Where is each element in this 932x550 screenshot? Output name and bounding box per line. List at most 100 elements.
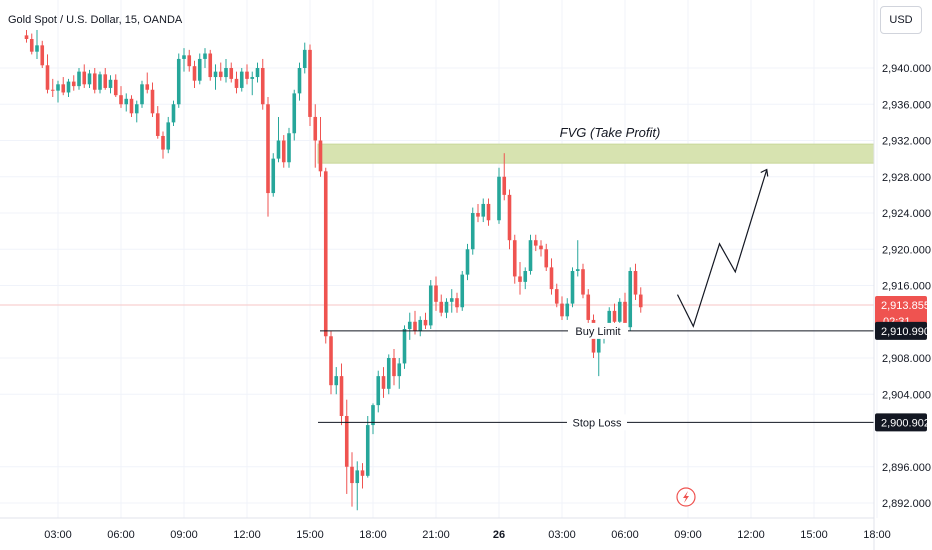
- candle-body: [486, 203, 491, 221]
- price-tick-label: 2,904.000: [882, 389, 931, 401]
- candle: [575, 240, 580, 277]
- candle: [255, 62, 260, 83]
- candle-body: [56, 84, 60, 91]
- candle: [77, 68, 81, 90]
- candle: [428, 280, 433, 329]
- candle-body: [565, 303, 570, 317]
- candle-body: [350, 466, 354, 484]
- candles: [24, 29, 643, 511]
- candle: [392, 348, 396, 386]
- price-axis[interactable]: 2,940.000 2,936.000 2,932.000 2,928.000 2,92…: [882, 63, 931, 510]
- candle-body: [518, 276, 522, 282]
- time-tick-label: 15:00: [800, 529, 828, 541]
- candle-body: [171, 104, 176, 123]
- candle: [350, 452, 354, 507]
- candle-body: [134, 104, 139, 114]
- candle: [239, 68, 244, 92]
- candle-body: [344, 416, 349, 467]
- current-price-value: 2,913.855: [881, 300, 930, 312]
- candle: [612, 303, 617, 326]
- candle-body: [628, 271, 633, 328]
- candle: [549, 258, 554, 295]
- candle: [339, 363, 344, 426]
- candle: [87, 69, 92, 88]
- candle-body: [276, 140, 281, 159]
- candle: [497, 167, 501, 224]
- buy-limit-label-bg: [568, 322, 628, 339]
- lightning-icon[interactable]: [676, 487, 696, 507]
- candle-body: [208, 53, 213, 78]
- time-tick-label: 12:00: [233, 529, 261, 541]
- candle-body: [239, 71, 244, 88]
- candle-body: [528, 240, 533, 271]
- stop-loss-label-bg: [567, 414, 627, 431]
- price-tick-label: 2,896.000: [882, 462, 931, 474]
- candle-body: [308, 49, 312, 117]
- candle: [82, 64, 87, 88]
- candle: [213, 64, 218, 90]
- candle-body: [449, 298, 454, 302]
- candle-body: [287, 133, 291, 163]
- candle: [187, 49, 192, 72]
- candle-body: [439, 301, 444, 313]
- candle: [460, 271, 465, 311]
- candle: [313, 104, 318, 168]
- candle-body: [150, 89, 155, 114]
- candle: [45, 54, 50, 94]
- candle-body: [455, 298, 459, 308]
- candle: [302, 42, 307, 74]
- candle: [119, 86, 123, 108]
- candle: [50, 78, 55, 97]
- price-tick-label: 2,932.000: [882, 136, 931, 148]
- candle-body: [98, 74, 102, 90]
- candle-body: [355, 470, 360, 484]
- candle: [56, 80, 60, 103]
- candle-body: [77, 71, 81, 87]
- candle-body: [292, 93, 297, 134]
- chart-title: Gold Spot / U.S. Dollar, 15, OANDA: [8, 14, 183, 26]
- candle-body: [339, 376, 344, 416]
- candle: [71, 75, 76, 91]
- candle-body: [71, 81, 76, 87]
- candle: [418, 316, 423, 337]
- candle: [245, 64, 249, 85]
- price-tick-label: 2,940.000: [882, 63, 931, 75]
- candle-body: [554, 289, 559, 304]
- candle-body: [250, 77, 255, 79]
- candle-body: [470, 213, 475, 250]
- candle: [229, 62, 234, 83]
- candle-body: [633, 271, 638, 295]
- candle-body: [229, 68, 234, 79]
- candle: [203, 48, 207, 68]
- time-axis[interactable]: 03:00 06:00 09:00 12:00 15:00 18:00 21:00 26 03:…: [44, 529, 891, 541]
- time-tick-label: 26: [493, 529, 505, 541]
- candle: [638, 287, 643, 313]
- buy-limit-price-tag: [875, 321, 927, 340]
- candle: [218, 62, 223, 81]
- candle-body: [581, 269, 585, 295]
- candle: [455, 292, 459, 313]
- candle-body: [381, 376, 386, 389]
- candle: [266, 97, 270, 217]
- candle-body: [575, 269, 580, 271]
- candle-body: [502, 176, 507, 195]
- candle: [224, 58, 228, 83]
- candle: [145, 72, 150, 94]
- candle-body: [365, 425, 370, 476]
- candle-body: [323, 171, 328, 337]
- candle: [486, 198, 491, 226]
- candle: [166, 116, 171, 154]
- candle: [334, 367, 339, 395]
- candle-body: [586, 294, 591, 320]
- time-tick-label: 03:00: [44, 529, 72, 541]
- stop-loss-price-tag: [875, 413, 927, 432]
- candle-body: [444, 301, 449, 313]
- currency-button[interactable]: USD: [880, 6, 922, 34]
- candle-body: [481, 203, 486, 217]
- candle: [329, 330, 333, 395]
- candle: [481, 198, 486, 223]
- time-tick-label: 21:00: [422, 529, 450, 541]
- candle: [371, 403, 375, 435]
- candle: [150, 82, 155, 117]
